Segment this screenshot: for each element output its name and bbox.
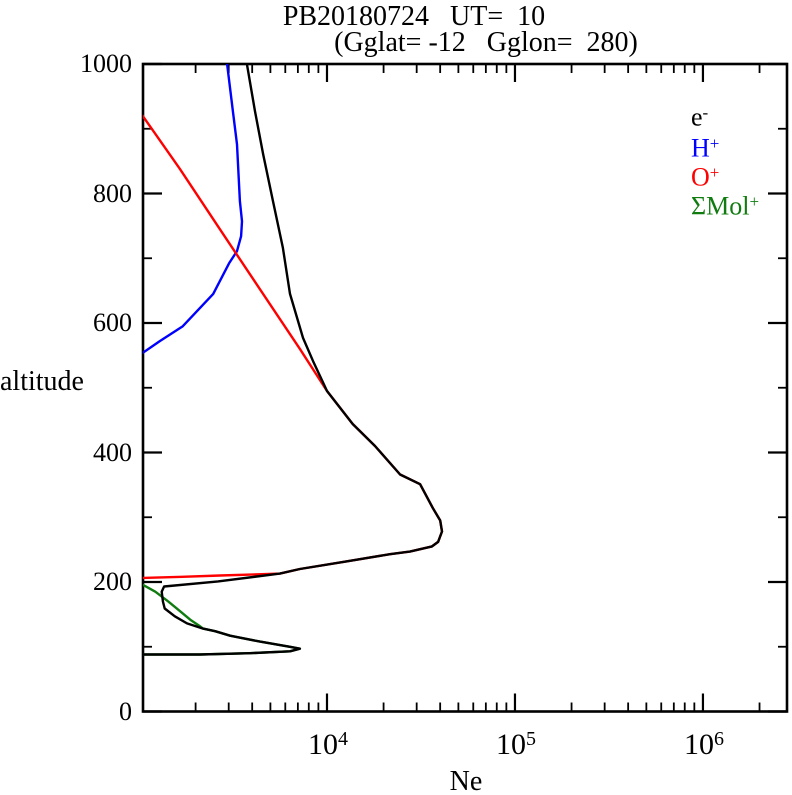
plot-title: PB20180724 UT= 10 [282, 1, 546, 32]
series-H+ [143, 64, 244, 355]
y-tick-label: 800 [93, 178, 132, 208]
legend-item-H: H+ [691, 133, 720, 163]
series-e- [143, 64, 444, 656]
plot-subtitle: (Gglat= -12 Gglon= 280) [334, 27, 638, 58]
x-tick-label: 106 [683, 728, 724, 761]
legend-item-e: e- [691, 102, 709, 132]
series-O+ [143, 114, 444, 580]
x-axis-label: Ne [449, 766, 483, 795]
x-tick-label: 105 [495, 728, 536, 761]
legend-item-ΣMol: ΣMol+ [691, 191, 760, 221]
y-tick-label: 200 [93, 567, 132, 596]
y-tick-label: 0 [119, 696, 132, 726]
y-tick-label: 600 [93, 308, 132, 337]
x-tick-label: 104 [307, 728, 348, 761]
y-tick-label: 1000 [80, 49, 132, 78]
legend-item-O: O+ [691, 162, 720, 192]
y-tick-label: 400 [93, 437, 132, 467]
y-axis-label: altitude [0, 366, 84, 397]
